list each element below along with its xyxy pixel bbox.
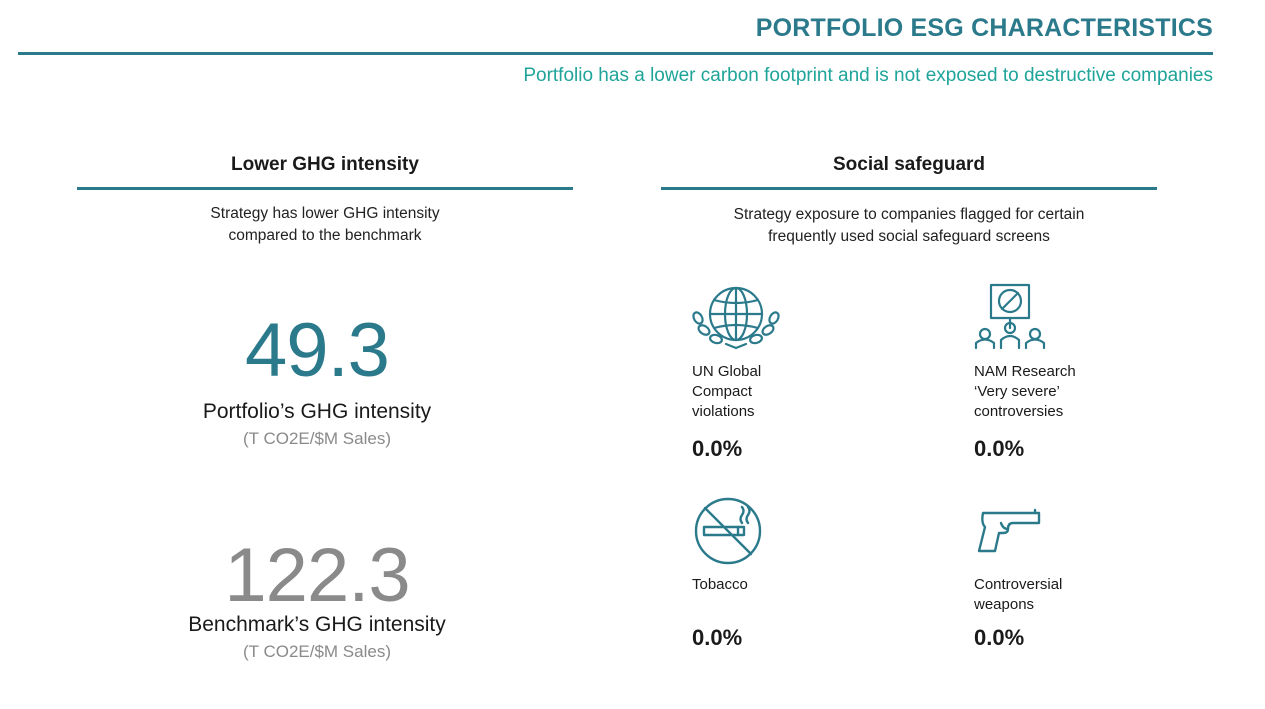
ghg-section-heading: Lower GHG intensity [231,154,419,175]
title-divider [18,52,1213,55]
safeguard-section-description: Strategy exposure to companies flagged f… [661,204,1157,248]
page-title: PORTFOLIO ESG CHARACTERISTICS [755,14,1213,42]
ghg-description-line-2: compared to the benchmark [228,227,422,244]
safeguard-description-line-2: frequently used social safeguard screens [768,228,1050,245]
benchmark-ghg-label: Benchmark’s GHG intensity [188,613,446,636]
tile-label-controversial-weapons: Controversial weapons [974,576,1063,613]
no-smoking-icon [692,497,764,565]
tile-label-un-global-compact: UN Global Compact violations [692,363,762,420]
tile-value-nam-research: 0.0% [974,436,1025,461]
tile-value-tobacco: 0.0% [692,625,743,650]
handgun-icon [975,507,1045,555]
portfolio-ghg-value: 49.3 [245,308,390,393]
benchmark-ghg-value: 122.3 [224,533,410,618]
page-subtitle: Portfolio has a lower carbon footprint a… [523,65,1213,86]
benchmark-ghg-unit: (T CO2E/$M Sales) [242,642,391,661]
tile-label-nam-research: NAM Research ‘Very severe’ controversies [974,363,1076,420]
safeguard-section-divider [661,187,1157,190]
ghg-description-line-1: Strategy has lower GHG intensity [210,205,440,222]
tile-value-controversial-weapons: 0.0% [974,625,1025,650]
portfolio-ghg-label: Portfolio’s GHG intensity [202,400,432,423]
tile-label-tobacco: Tobacco [692,576,748,593]
portfolio-ghg-unit: (T CO2E/$M Sales) [242,429,391,448]
ghg-section-description: Strategy has lower GHG intensity compare… [77,203,573,247]
safeguard-description-line-1: Strategy exposure to companies flagged f… [733,206,1085,223]
ghg-section-divider [77,187,573,190]
tile-value-un-global-compact: 0.0% [692,436,743,461]
globe-chains-icon [690,282,782,352]
safeguard-section-heading: Social safeguard [832,154,986,175]
protest-sign-icon [973,282,1047,352]
